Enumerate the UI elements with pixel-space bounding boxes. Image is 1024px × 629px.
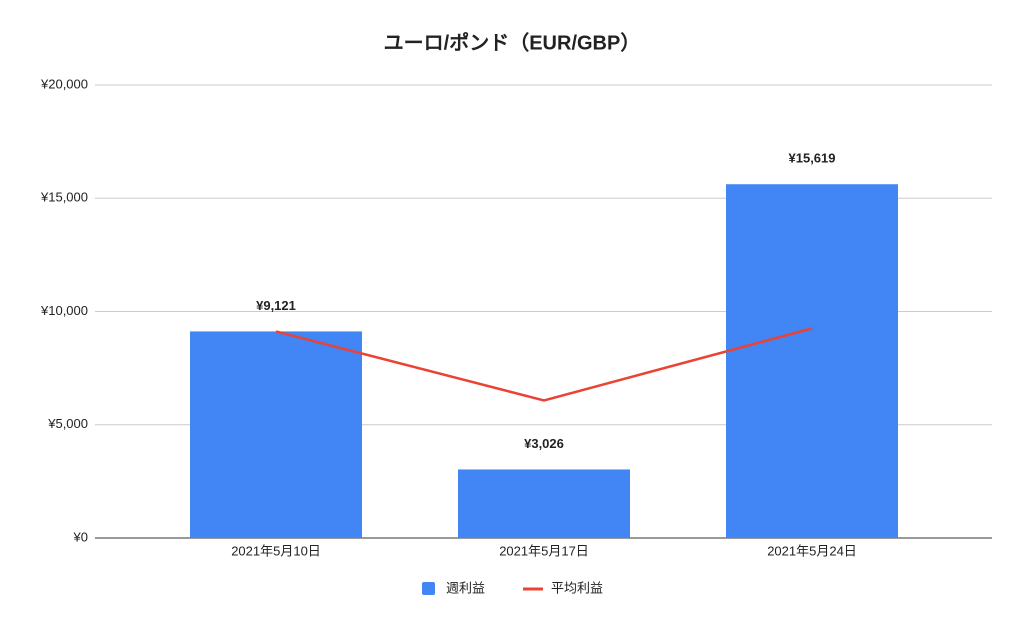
- line: [275, 327, 813, 402]
- chart-title: ユーロ/ポンド（EUR/GBP）: [384, 30, 641, 54]
- data-label: ¥3,026: [524, 436, 564, 451]
- x-tick-label: 2021年5月10日: [231, 543, 321, 558]
- legend-label: 平均利益: [551, 580, 603, 595]
- x-tick-label: 2021年5月24日: [767, 543, 857, 558]
- legend-label: 週利益: [446, 580, 485, 595]
- x-tick-label: 2021年5月17日: [499, 543, 589, 558]
- legend-swatch: [422, 582, 435, 595]
- data-label: ¥15,619: [789, 151, 836, 166]
- y-tick-label: ¥5,000: [47, 416, 88, 431]
- y-tick-label: ¥15,000: [40, 190, 88, 205]
- bar: [726, 184, 898, 538]
- y-tick-label: ¥0: [73, 529, 88, 544]
- bar: [190, 331, 362, 538]
- y-tick-label: ¥20,000: [40, 76, 88, 91]
- bar: [458, 469, 630, 538]
- data-label: ¥9,121: [256, 298, 296, 313]
- y-tick-label: ¥10,000: [40, 303, 88, 318]
